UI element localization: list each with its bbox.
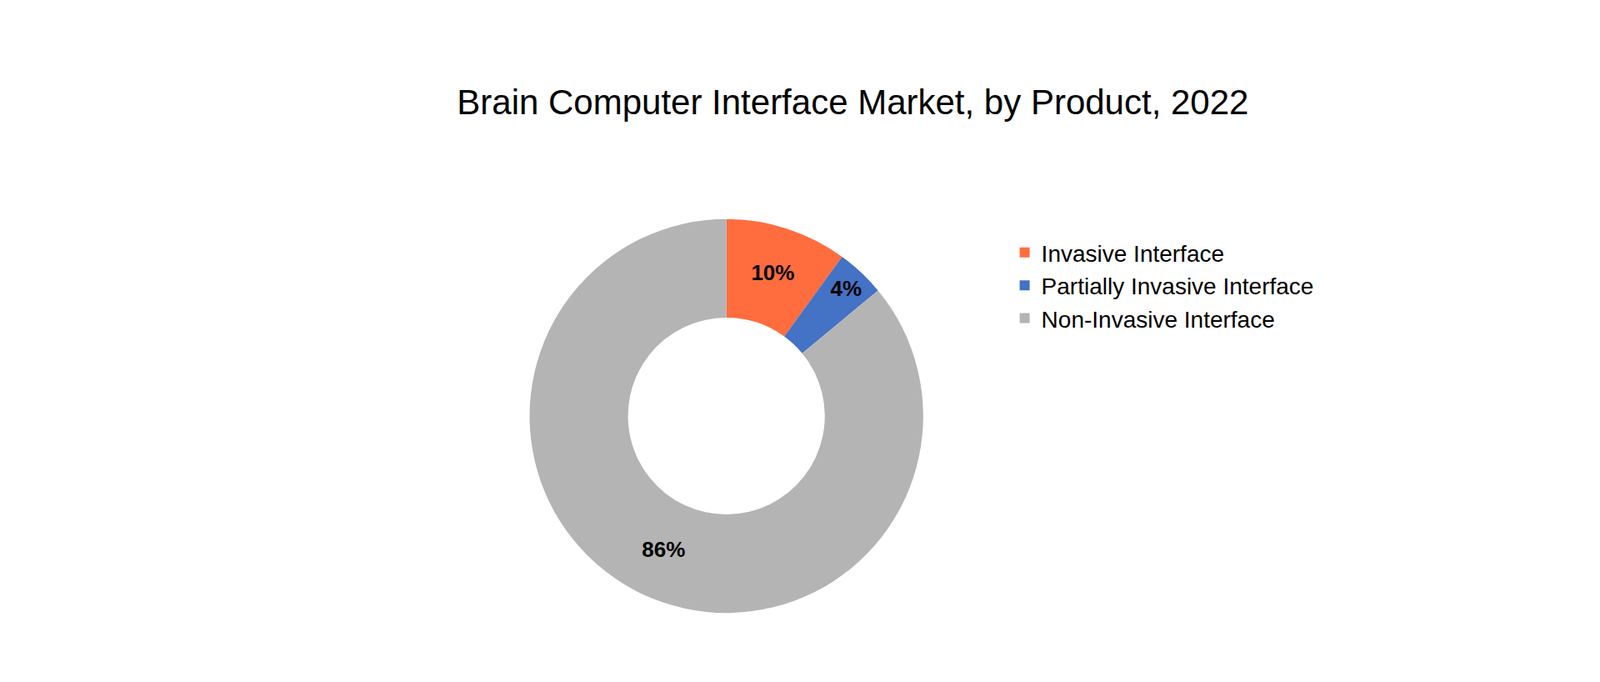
- svg-text:Brain Computer Interface Marke: Brain Computer Interface Market, by Prod…: [456, 82, 1249, 122]
- svg-text:Partially Invasive Interface: Partially Invasive Interface: [1041, 273, 1315, 300]
- svg-text:86%: 86%: [641, 536, 685, 562]
- svg-text:10%: 10%: [750, 260, 795, 285]
- svg-text:Invasive Interface: Invasive Interface: [1041, 240, 1225, 267]
- svg-text:Non-Invasive Interface: Non-Invasive Interface: [1041, 306, 1275, 333]
- svg-text:4%: 4%: [830, 275, 863, 301]
